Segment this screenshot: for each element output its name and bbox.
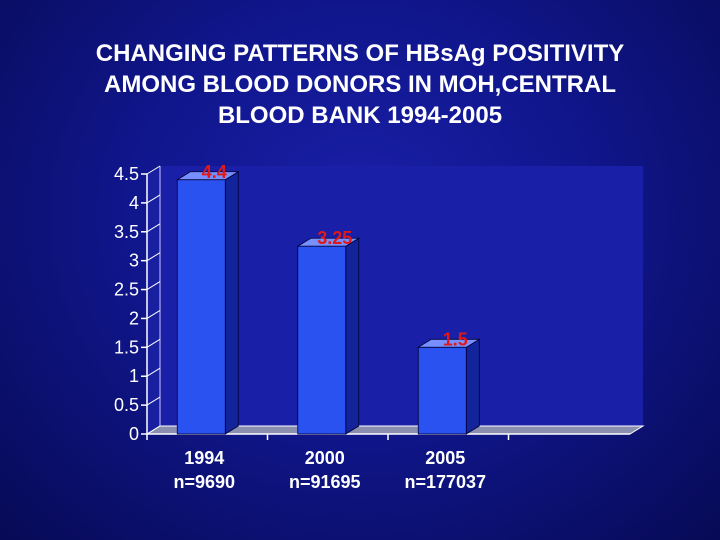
chart-bars [175,171,481,435]
y-tick-label: 0 [129,424,139,444]
bar [297,245,347,435]
y-tick-diagonal [146,165,161,175]
x-tick-label: 1994 [184,448,224,468]
data-label: 3.25 [317,228,352,248]
bar-side [465,338,480,435]
y-tick-label: 0.5 [114,395,139,415]
y-tick-diagonal [146,281,161,290]
y-tick-diagonal [146,194,161,204]
x-tick-label: 2000 [305,448,345,468]
y-tick-diagonal [146,338,161,348]
x-tick-label: n=9690 [173,472,235,492]
y-tick-diagonal [146,252,161,262]
data-label: 1.5 [443,329,468,349]
bar [417,346,467,435]
bar-side [224,171,239,435]
y-tick-diagonal [146,425,161,435]
bar [176,179,226,435]
y-tick-label: 2 [129,308,139,328]
title-line-3: BLOOD BANK 1994-2005 [217,102,503,129]
title-line-1: CHANGING PATTERNS OF HBsAg POSITIVITY [95,40,625,67]
y-tick-label: 2.5 [114,280,139,300]
y-tick-diagonal [146,396,161,406]
data-label: 4.4 [202,162,227,182]
back-wall [160,166,643,426]
y-tick-label: 1.5 [114,337,139,357]
x-tick-label: 2005 [425,448,465,468]
bar-side [345,237,360,435]
y-tick-label: 3 [129,251,139,271]
y-tick-label: 1 [129,366,139,386]
y-tick-label: 3.5 [114,222,139,242]
y-tick-diagonal [146,223,161,233]
title-line-2: AMONG BLOOD DONORS IN MOH,CENTRAL [104,71,616,98]
y-tick-diagonal [146,310,161,319]
chart-axes: 0 0.5 1 1.5 2 2.5 3 3.5 4 4.5 [114,164,645,444]
y-tick-label: 4 [129,193,139,213]
x-tick-label: n=177037 [404,472,486,492]
left-wall [147,166,160,434]
chart-labels: 4.4 1994 n=9690 3.25 2000 n=91695 1.5 2005 n=177… [173,162,486,492]
x-tick-label: n=91695 [289,472,361,492]
y-tick-label: 4.5 [114,164,139,184]
chart-title: CHANGING PATTERNS OF HBsAg POSITIVITY AM… [0,38,720,131]
y-tick-diagonal [146,367,161,377]
